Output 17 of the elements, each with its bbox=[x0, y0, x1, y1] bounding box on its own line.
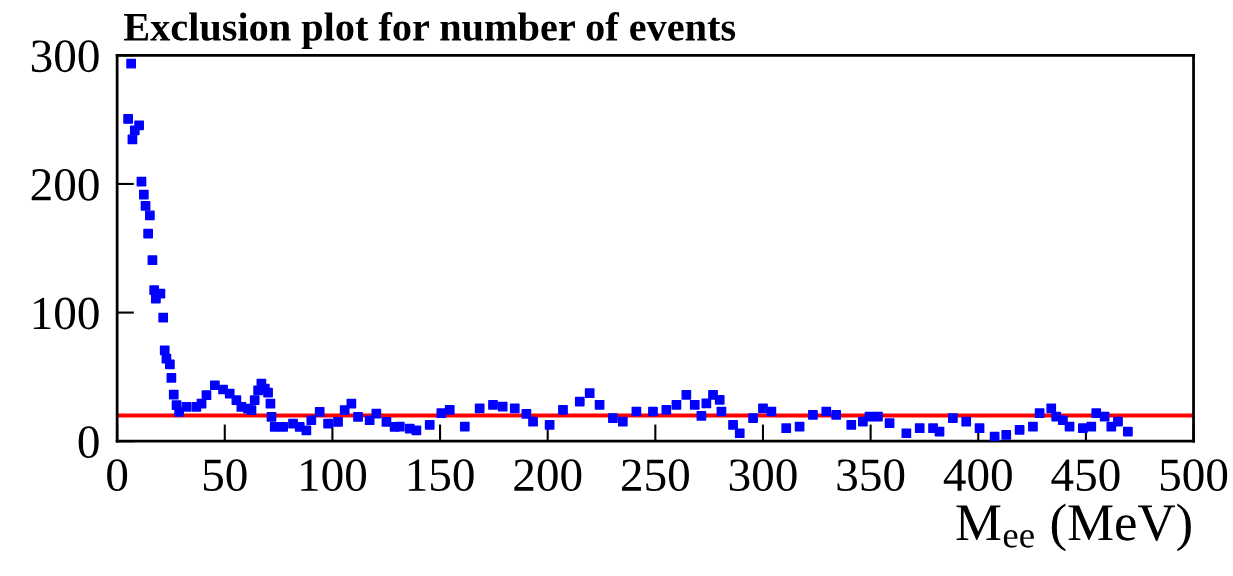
y-tick-label: 0 bbox=[78, 426, 99, 459]
y-tick-label: 300 bbox=[31, 40, 99, 73]
x-tick-label: 200 bbox=[514, 459, 582, 492]
y-tick-label: 200 bbox=[31, 168, 99, 201]
x-tick-label: 100 bbox=[301, 459, 367, 492]
x-tick-label: 150 bbox=[408, 459, 474, 492]
x-tick-label: 50 bbox=[203, 459, 247, 492]
x-tick-label: 0 bbox=[107, 459, 128, 492]
x-tick-label: 300 bbox=[729, 459, 797, 492]
x-tick-label: 350 bbox=[837, 459, 905, 492]
y-tick-label: 100 bbox=[33, 297, 99, 330]
x-tick-label: 500 bbox=[1160, 459, 1228, 492]
x-tick-label: 450 bbox=[1051, 459, 1120, 492]
x-tick-label: 250 bbox=[622, 459, 689, 492]
x-axis-title: M$_{ee}$ (MeV) bbox=[956, 503, 1191, 552]
x-tick-label: 400 bbox=[943, 459, 1012, 492]
chart-title: Exclusion plot for number of events bbox=[123, 12, 736, 49]
